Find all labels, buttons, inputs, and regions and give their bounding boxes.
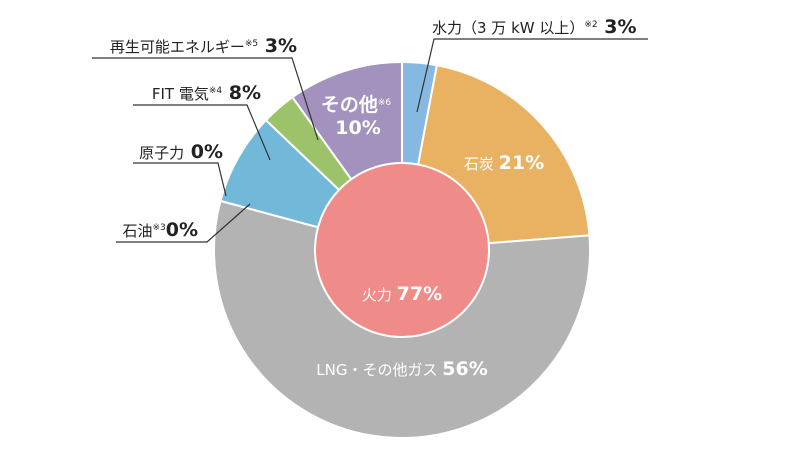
leader-hydro [416,38,648,113]
leader-fit [133,104,271,161]
label-coal: 石炭 21% [464,152,544,174]
inner-thermal-disc [314,162,490,338]
leader-oil [116,203,251,243]
label-other-name: その他※6 [321,93,392,116]
label-fit: FIT 電気※4 8% [152,82,261,104]
label-nuclear: 原子力 0% [139,141,223,163]
label-lng: LNG・その他ガス 56% [316,358,487,380]
label-oil: 石油※30% [122,219,198,241]
label-thermal: 火力 77% [362,283,442,305]
slice-labels: 水力（3 万 kW 以上）※2 3% 再生可能エネルギー※5 3% FIT 電気※4… [110,16,637,380]
inner-thermal-circle [314,162,490,338]
label-renewable: 再生可能エネルギー※5 3% [110,35,297,57]
leader-lines [92,38,648,243]
leader-renewable [92,57,319,141]
label-hydro: 水力（3 万 kW 以上）※2 3% [432,16,637,38]
leader-nuclear [133,162,227,197]
label-other-value: 10% [335,117,380,139]
